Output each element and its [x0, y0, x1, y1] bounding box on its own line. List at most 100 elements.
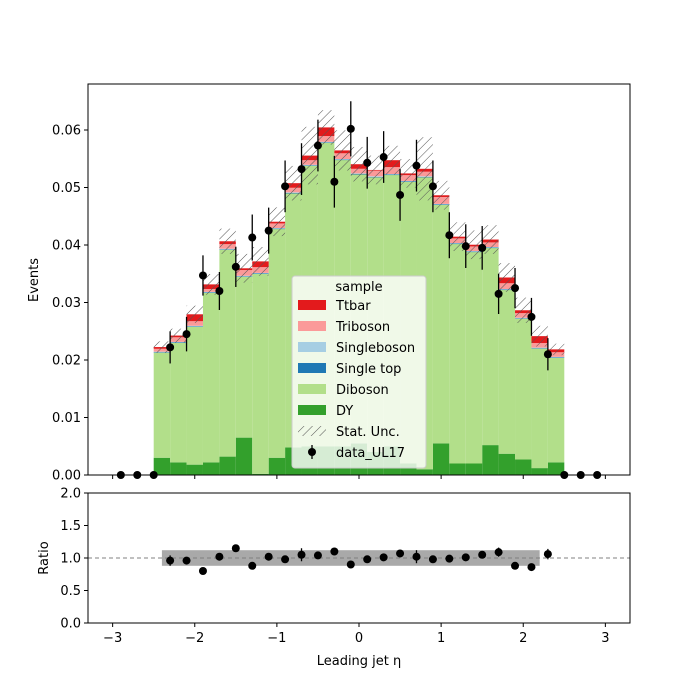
data-point — [396, 190, 405, 199]
stat-unc-hatch — [400, 159, 417, 188]
stat-unc-hatch — [186, 305, 203, 323]
ratio-y-tick-label: 0.0 — [60, 617, 81, 632]
data-point — [330, 177, 339, 186]
bar-singleboson — [186, 325, 203, 327]
ratio-point — [363, 555, 372, 564]
bar-diboson — [515, 318, 532, 460]
data-point — [379, 153, 388, 162]
data-point — [264, 226, 273, 235]
ratio-point — [264, 552, 273, 561]
bar-dy — [268, 457, 286, 475]
legend-swatch-marker — [308, 448, 316, 456]
ratio-point — [511, 561, 520, 570]
bar-dy — [547, 462, 565, 475]
ratio-y-tick-label: 2.0 — [60, 487, 81, 502]
stat-unc-hatch — [531, 325, 548, 347]
bar-diboson — [202, 292, 220, 463]
bar-dy — [531, 468, 548, 475]
bar-dy — [235, 437, 253, 475]
stat-unc-hatch — [515, 297, 532, 323]
x-tick-label: 2 — [519, 631, 527, 646]
ratio-point — [297, 550, 306, 559]
bar-diboson — [531, 348, 548, 469]
data-point — [428, 182, 437, 191]
bar-dy — [416, 469, 433, 475]
y-tick-label: 0.06 — [52, 124, 81, 139]
legend-label: Singleboson — [336, 341, 415, 356]
ratio-point — [198, 567, 207, 575]
stat-unc-hatch — [547, 343, 565, 356]
data-point — [511, 284, 520, 293]
data-point — [281, 182, 290, 191]
legend-label: DY — [336, 404, 353, 419]
stat-unc-hatch — [170, 328, 187, 343]
legend-swatch — [298, 405, 326, 415]
bar-singleboson — [531, 347, 548, 349]
bar-dy — [498, 453, 516, 475]
ratio-y-tick-label: 1.5 — [60, 519, 81, 534]
stat-unc-hatch — [153, 341, 171, 353]
ratio-point — [396, 549, 405, 558]
stat-unc-hatch — [268, 207, 286, 237]
legend-label: Stat. Unc. — [336, 425, 400, 440]
x-tick-label: 1 — [437, 631, 445, 646]
main-x-ticks — [112, 475, 606, 479]
ratio-point — [527, 563, 536, 572]
stat-unc-hatch — [252, 247, 269, 276]
bar-diboson — [219, 249, 236, 457]
data-point — [248, 233, 257, 242]
ratio-point — [215, 552, 224, 561]
bar-dy — [170, 462, 187, 475]
bar-diboson — [432, 204, 450, 444]
stat-unc-hatch — [416, 137, 433, 201]
bar-dy — [482, 445, 499, 475]
stat-unc-hatch — [482, 225, 499, 254]
ratio-point — [478, 550, 487, 559]
ratio-point — [494, 548, 503, 557]
stat-unc-hatch — [367, 155, 384, 185]
data-point — [461, 242, 470, 251]
legend-label: Triboson — [335, 320, 390, 335]
x-tick-label: 0 — [355, 631, 363, 646]
ratio-point — [313, 551, 322, 560]
data-point — [527, 312, 536, 321]
ratio-point — [543, 550, 552, 559]
x-tick-label: −2 — [185, 631, 204, 646]
stat-unc-hatch — [498, 263, 516, 292]
data-point — [363, 158, 372, 167]
bar-dy — [186, 464, 203, 475]
bar-diboson — [465, 251, 483, 464]
bar-dy — [202, 462, 220, 475]
bar-dy — [465, 463, 483, 475]
y-tick-label: 0.02 — [52, 354, 81, 369]
data-point — [412, 161, 421, 170]
legend-swatch — [298, 321, 326, 331]
legend-entries: Ttbar Triboson Singleboson Single top Diboso… — [298, 299, 415, 461]
bar-triboson — [186, 321, 203, 326]
x-tick-label: −1 — [267, 631, 286, 646]
data-point — [543, 350, 552, 359]
data-point — [231, 262, 240, 271]
legend-swatch-hatch — [298, 426, 326, 436]
main-y-ticks: 0.00 0.01 0.02 0.03 0.04 0.05 0.06 — [52, 124, 88, 484]
bar-dy — [400, 463, 417, 475]
ratio-y-axis-label: Ratio — [37, 541, 52, 574]
bar-singleboson — [547, 356, 565, 358]
legend-title: sample — [335, 280, 382, 295]
bar-diboson — [153, 352, 171, 458]
y-tick-label: 0.04 — [52, 239, 81, 254]
stat-unc-hatch — [432, 180, 450, 210]
data-point — [166, 343, 175, 352]
stat-unc-hatch — [334, 130, 351, 171]
data-point — [494, 289, 503, 298]
stat-unc-hatch — [235, 253, 253, 283]
bar-diboson — [170, 342, 187, 463]
data-point — [445, 231, 454, 240]
y-tick-label: 0.01 — [52, 411, 81, 426]
data-point — [346, 124, 355, 133]
x-axis-label: Leading jet η — [317, 654, 402, 669]
ratio-point — [330, 547, 339, 556]
bar-single-top — [383, 174, 401, 176]
ratio-point — [248, 561, 257, 570]
ratio-x-ticks: −3 −2 −1 0 1 2 3 — [103, 623, 610, 646]
